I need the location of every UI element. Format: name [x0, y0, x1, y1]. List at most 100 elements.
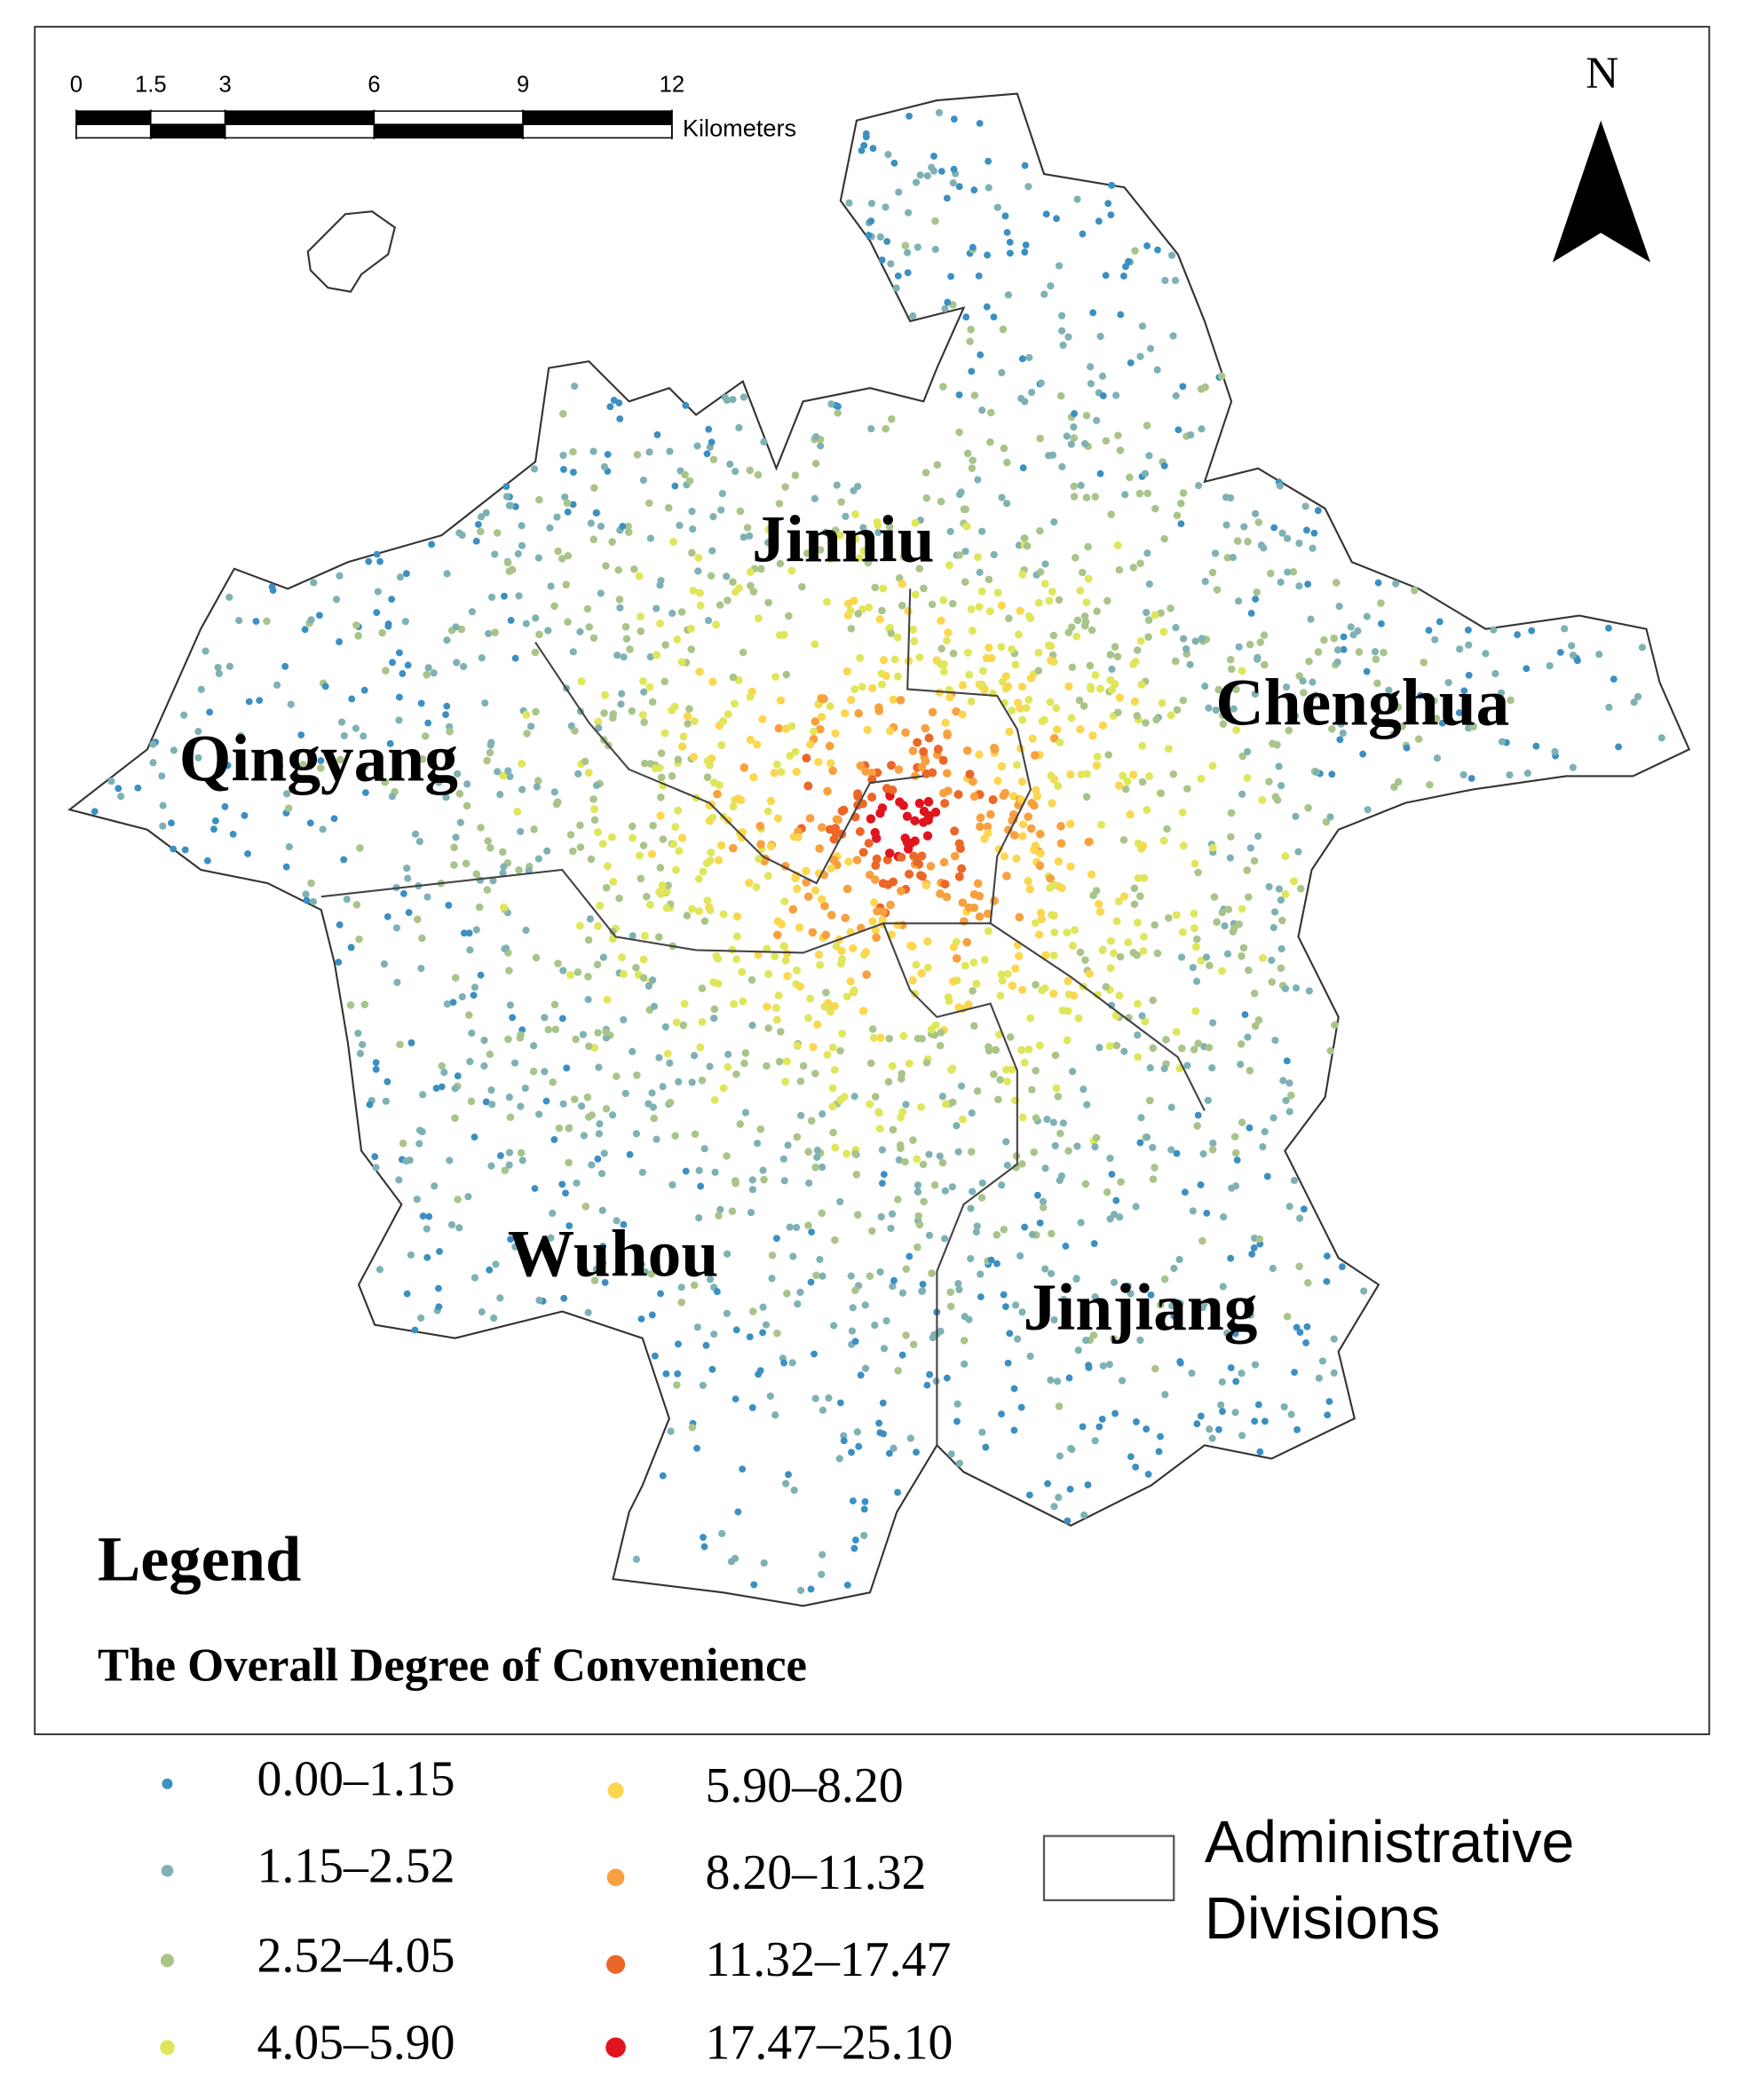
poi-dot	[968, 367, 976, 375]
poi-dot	[941, 304, 949, 312]
poi-dot	[1160, 462, 1168, 470]
poi-dot	[513, 807, 522, 816]
poi-dot	[229, 830, 237, 838]
poi-dot	[859, 546, 868, 555]
poi-dot	[1018, 832, 1027, 841]
poi-dot	[609, 710, 618, 718]
poi-dot	[1068, 942, 1077, 951]
poi-dot	[760, 1559, 768, 1567]
poi-dot	[803, 781, 813, 791]
poi-dot	[1214, 685, 1223, 694]
poi-dot	[1143, 489, 1151, 498]
poi-dot	[723, 1152, 731, 1160]
poi-dot	[993, 1231, 1001, 1239]
poi-dot	[559, 967, 567, 975]
poi-dot	[977, 1194, 986, 1202]
poi-dot	[423, 670, 431, 679]
poi-dot	[740, 1059, 748, 1068]
poi-dot	[1055, 596, 1064, 604]
poi-dot	[854, 708, 864, 718]
poi-dot	[532, 707, 540, 716]
poi-dot	[1060, 1295, 1068, 1304]
poi-dot	[1048, 911, 1056, 920]
poi-dot	[978, 527, 986, 535]
poi-dot	[618, 690, 626, 698]
poi-dot	[831, 729, 840, 738]
poi-dot	[1173, 706, 1182, 714]
poi-dot	[1025, 885, 1034, 894]
poi-dot	[1359, 750, 1367, 758]
poi-dot	[1455, 709, 1463, 716]
poi-dot	[1198, 425, 1206, 433]
poi-dot	[917, 968, 926, 978]
poi-dot	[303, 896, 311, 904]
poi-dot	[986, 438, 994, 446]
poi-dot	[1191, 943, 1200, 951]
poi-dot	[866, 1059, 875, 1068]
poi-dot	[695, 907, 703, 916]
poi-dot	[703, 756, 712, 765]
poi-dot	[775, 1057, 784, 1066]
poi-dot	[1004, 1359, 1012, 1367]
poi-dot	[1127, 1453, 1135, 1461]
poi-dot	[1259, 953, 1267, 962]
poi-dot	[445, 902, 453, 909]
poi-dot	[975, 603, 984, 612]
scale-tick-label: 1.5	[135, 72, 167, 97]
poi-dot	[1112, 391, 1120, 399]
poi-dot	[1198, 635, 1206, 643]
poi-dot	[895, 1156, 903, 1164]
poi-dot	[869, 145, 877, 153]
poi-dot	[695, 588, 704, 597]
poi-dot	[688, 1078, 696, 1086]
poi-dot	[808, 1228, 816, 1236]
poi-dot	[1290, 877, 1298, 886]
poi-dot	[1141, 470, 1150, 478]
poi-dot	[763, 807, 772, 816]
poi-dot	[822, 597, 831, 606]
poi-dot	[858, 683, 866, 691]
poi-dot	[560, 1294, 568, 1302]
poi-dot	[748, 1176, 756, 1184]
poi-dot	[450, 861, 458, 869]
poi-dot	[976, 568, 984, 576]
poi-dot	[732, 912, 742, 921]
poi-dot	[873, 517, 882, 526]
poi-dot	[655, 1054, 663, 1062]
poi-dot	[276, 762, 284, 770]
poi-dot	[483, 886, 492, 894]
poi-dot	[773, 1329, 781, 1338]
poi-dot	[1605, 624, 1612, 632]
poi-dot	[1129, 949, 1138, 957]
poi-dot	[619, 969, 628, 978]
poi-dot	[1026, 824, 1036, 833]
poi-dot	[921, 769, 931, 778]
poi-dot	[1219, 711, 1227, 720]
poi-dot	[1296, 884, 1305, 893]
poi-dot	[879, 1399, 887, 1407]
poi-dot	[1307, 615, 1315, 623]
poi-dot	[1022, 241, 1030, 249]
poi-dot	[404, 661, 412, 669]
poi-dot	[1076, 587, 1085, 595]
poi-dot	[946, 1288, 955, 1297]
poi-dot	[415, 837, 423, 846]
poi-dot	[660, 677, 669, 686]
poi-dot	[792, 767, 801, 777]
poi-dot	[998, 368, 1006, 376]
poi-dot	[608, 1111, 617, 1119]
poi-dot	[1119, 771, 1127, 780]
north-label: N	[1586, 48, 1618, 99]
poi-dot	[671, 1132, 679, 1141]
poi-dot	[1136, 1336, 1144, 1345]
poi-dot	[805, 740, 815, 749]
poi-dot	[788, 1359, 796, 1367]
poi-dot	[1244, 893, 1253, 901]
poi-dot	[874, 528, 882, 537]
poi-dot	[256, 697, 264, 705]
poi-dot	[533, 783, 541, 791]
poi-dot	[993, 203, 1001, 211]
poi-dot	[401, 618, 409, 626]
poi-dot	[969, 987, 977, 995]
